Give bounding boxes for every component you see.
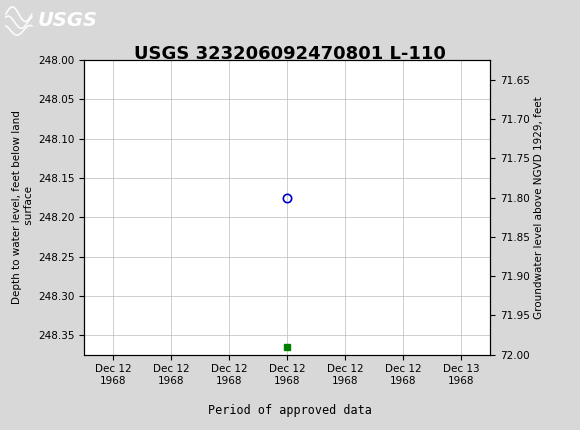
Text: USGS: USGS [38, 11, 97, 30]
Y-axis label: Groundwater level above NGVD 1929, feet: Groundwater level above NGVD 1929, feet [534, 96, 544, 319]
Text: Period of approved data: Period of approved data [208, 404, 372, 417]
Y-axis label: Depth to water level, feet below land
 surface: Depth to water level, feet below land su… [12, 111, 34, 304]
Text: USGS 323206092470801 L-110: USGS 323206092470801 L-110 [134, 45, 446, 63]
